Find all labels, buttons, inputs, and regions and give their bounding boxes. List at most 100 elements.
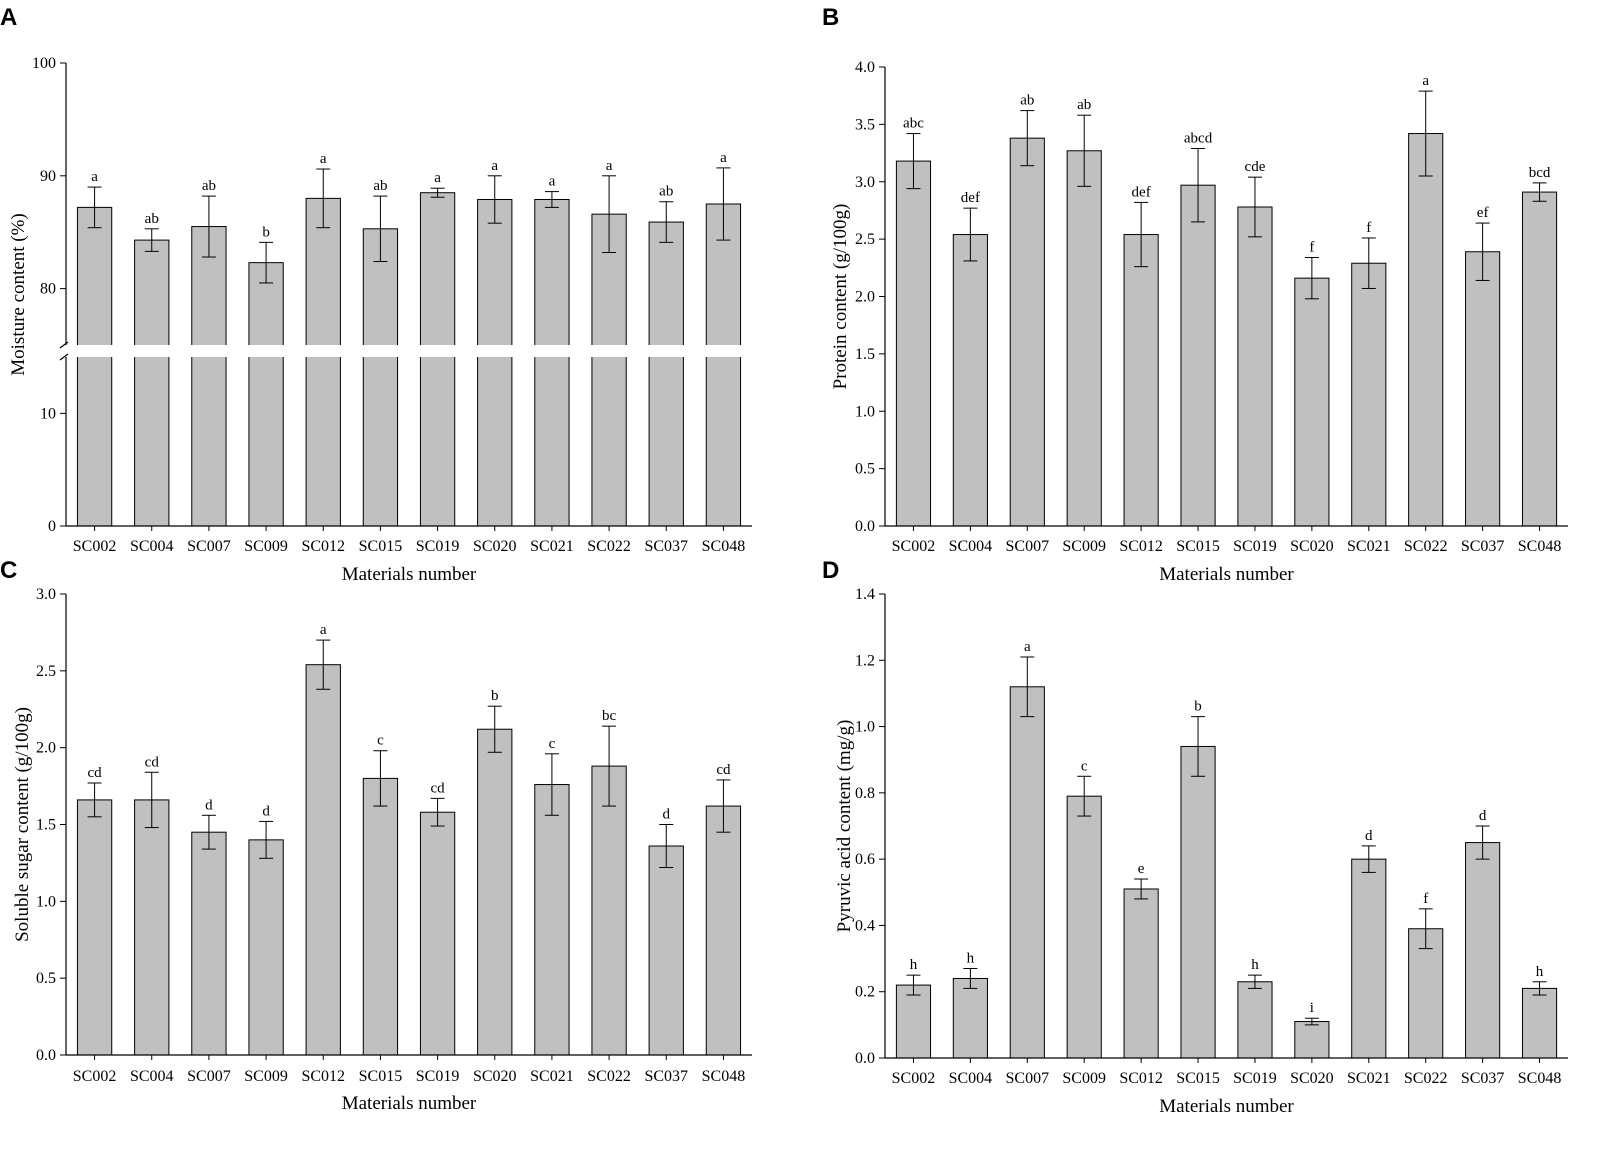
y-axis-title: Pyruvic acid content (mg/g) [834, 720, 855, 933]
x-tick-label: SC012 [1119, 1070, 1163, 1087]
y-tick-label: 1.2 [855, 652, 875, 669]
bar [248, 839, 284, 1056]
x-tick-label: SC009 [1062, 1070, 1106, 1087]
y-tick-label: 1.4 [855, 586, 875, 603]
y-tick-label: 2.5 [36, 663, 56, 680]
significance-label: ab [1020, 93, 1034, 109]
bar [1408, 133, 1444, 527]
error-bar [963, 207, 978, 262]
x-tick-label: SC020 [1290, 1070, 1334, 1087]
bar [1465, 251, 1501, 527]
chart-panel-a: Aa SC002 ab SC004 ab SC007 b SC009 a SC012 ab SC015… [0, 4, 754, 585]
x-tick-label: SC048 [702, 538, 746, 555]
error-bar [1077, 775, 1092, 817]
bar [76, 799, 113, 1056]
y-tick-label: 0.5 [36, 970, 56, 987]
significance-label: e [1138, 861, 1145, 877]
error-bar [1475, 222, 1490, 281]
bar [952, 977, 988, 1059]
bar [1180, 745, 1216, 1059]
error-bar [544, 753, 559, 816]
x-axis-title: Materials number [1159, 1096, 1294, 1117]
significance-label: b [262, 224, 270, 240]
y-tick-label: 0.6 [855, 851, 875, 868]
bar [952, 234, 988, 527]
error-bar [430, 797, 445, 827]
panel-letter: A [0, 4, 17, 31]
significance-label: ab [659, 184, 673, 200]
y-axis-title: Soluble sugar content (g/100g) [12, 707, 33, 942]
significance-label: abc [903, 116, 924, 132]
bar [705, 203, 742, 527]
significance-label: a [1024, 639, 1031, 655]
y-tick-label: 0.2 [855, 984, 875, 1001]
bar [305, 197, 341, 527]
bar [419, 192, 456, 527]
axis-break-mark-top [59, 341, 69, 349]
x-tick-label: SC037 [644, 538, 688, 555]
significance-label: h [967, 951, 975, 967]
significance-label: ab [202, 178, 216, 194]
error-bar [144, 228, 159, 252]
significance-label: ab [373, 178, 387, 194]
y-tick-label: 3.5 [855, 116, 875, 133]
axis-break-gap [56, 345, 754, 357]
x-tick-label: SC037 [1461, 1070, 1505, 1087]
x-tick-label: SC015 [359, 1068, 403, 1085]
significance-label: h [910, 957, 918, 973]
error-bar [659, 824, 674, 869]
error-bar [373, 195, 388, 263]
significance-label: h [1251, 957, 1259, 973]
significance-label: i [1310, 1000, 1314, 1016]
y-tick-label: 0.5 [855, 461, 875, 478]
error-bar [1304, 256, 1319, 300]
y-tick-label: 10 [40, 405, 56, 422]
x-tick-label: SC007 [1006, 538, 1050, 555]
error-bar [1077, 114, 1092, 187]
bar [1066, 150, 1102, 527]
significance-label: ef [1477, 205, 1489, 221]
significance-label: f [1309, 239, 1314, 255]
bar [1123, 234, 1159, 527]
significance-label: d [205, 797, 213, 813]
error-bar [144, 771, 159, 829]
error-bar [201, 195, 216, 258]
significance-label: a [320, 622, 327, 638]
error-bar [602, 725, 617, 807]
x-tick-label: SC037 [1461, 538, 1505, 555]
x-tick-label: SC019 [1233, 538, 1277, 555]
significance-label: f [1423, 891, 1428, 907]
error-bar [487, 175, 502, 224]
significance-label: a [434, 170, 441, 186]
significance-label: a [491, 158, 498, 174]
x-tick-label: SC022 [587, 1068, 631, 1085]
x-tick-label: SC007 [187, 1068, 231, 1085]
significance-label: d [262, 803, 270, 819]
error-bar [487, 705, 502, 753]
bar [191, 226, 227, 527]
x-axis-title: Materials number [1159, 564, 1294, 585]
y-tick-label: 2.0 [855, 289, 875, 306]
error-bar [1247, 176, 1262, 238]
bar [534, 784, 570, 1056]
error-bar [906, 133, 921, 190]
y-tick-label: 4.0 [855, 59, 875, 76]
panel-letter: C [0, 557, 17, 584]
bar [248, 262, 284, 527]
error-bar [87, 186, 102, 229]
error-bar [544, 191, 559, 208]
error-bar [1475, 825, 1490, 860]
error-bar [1020, 656, 1035, 718]
x-tick-label: SC020 [1290, 538, 1334, 555]
bar [1066, 795, 1102, 1059]
y-tick-label: 0.4 [855, 917, 875, 934]
x-tick-label: SC048 [702, 1068, 746, 1085]
x-tick-label: SC022 [587, 538, 631, 555]
error-bar [716, 779, 731, 833]
bar [895, 984, 932, 1059]
x-tick-label: SC004 [130, 1068, 174, 1085]
bar [591, 765, 627, 1056]
x-tick-label: SC048 [1518, 1070, 1562, 1087]
significance-label: a [1422, 73, 1429, 89]
